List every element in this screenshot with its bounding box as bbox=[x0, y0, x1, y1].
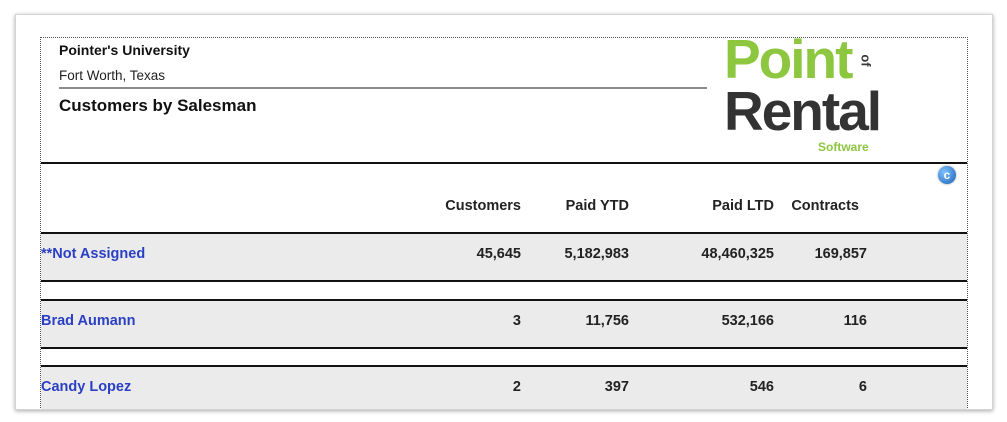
salesman-name-link[interactable]: Brad Aumann bbox=[41, 313, 136, 329]
cell-paid-ytd: 397 bbox=[604, 379, 629, 395]
company-name: Pointer's University bbox=[59, 42, 190, 58]
column-header-paid-ytd: Paid YTD bbox=[565, 198, 629, 214]
logo-word-of: of bbox=[858, 54, 874, 67]
cell-paid-ltd: 532,166 bbox=[721, 313, 774, 329]
logo-tagline: Software bbox=[818, 140, 869, 154]
logo-word-rental: Rental bbox=[724, 80, 882, 142]
cell-customers: 2 bbox=[512, 379, 521, 395]
report-page: Pointer's University Fort Worth, Texas C… bbox=[40, 37, 968, 409]
cell-contracts: 6 bbox=[858, 379, 867, 395]
header-divider bbox=[59, 87, 707, 89]
report-title: Customers by Salesman bbox=[59, 96, 257, 115]
cell-customers: 3 bbox=[512, 313, 521, 329]
table-row bbox=[41, 367, 967, 409]
logo-word-point: Point bbox=[724, 37, 853, 90]
row-rule bbox=[41, 232, 967, 234]
cell-paid-ytd: 11,756 bbox=[585, 313, 629, 329]
point-of-rental-logo: Point of Rental Software bbox=[724, 38, 904, 158]
salesman-name-link[interactable]: Candy Lopez bbox=[41, 379, 132, 395]
cell-contracts: 169,857 bbox=[814, 246, 867, 262]
cell-contracts: 116 bbox=[843, 313, 867, 329]
cell-paid-ltd: 546 bbox=[749, 379, 774, 395]
table-row bbox=[41, 234, 967, 280]
row-rule bbox=[41, 299, 967, 301]
row-rule bbox=[41, 280, 967, 282]
cell-customers: 45,645 bbox=[476, 246, 521, 262]
cell-paid-ytd: 5,182,983 bbox=[564, 246, 629, 262]
column-header-customers: Customers bbox=[445, 198, 521, 214]
header-bottom-rule bbox=[41, 162, 967, 164]
row-rule bbox=[41, 365, 967, 367]
refresh-icon[interactable]: c bbox=[938, 166, 956, 184]
row-rule bbox=[41, 347, 967, 349]
report-viewer-frame: Pointer's University Fort Worth, Texas C… bbox=[15, 14, 993, 410]
salesman-name-link[interactable]: **Not Assigned bbox=[41, 246, 146, 262]
column-header-paid-ltd: Paid LTD bbox=[712, 198, 774, 214]
cell-paid-ltd: 48,460,325 bbox=[701, 246, 774, 262]
company-location: Fort Worth, Texas bbox=[59, 68, 166, 83]
table-row bbox=[41, 301, 967, 347]
column-header-contracts: Contracts bbox=[791, 198, 859, 214]
